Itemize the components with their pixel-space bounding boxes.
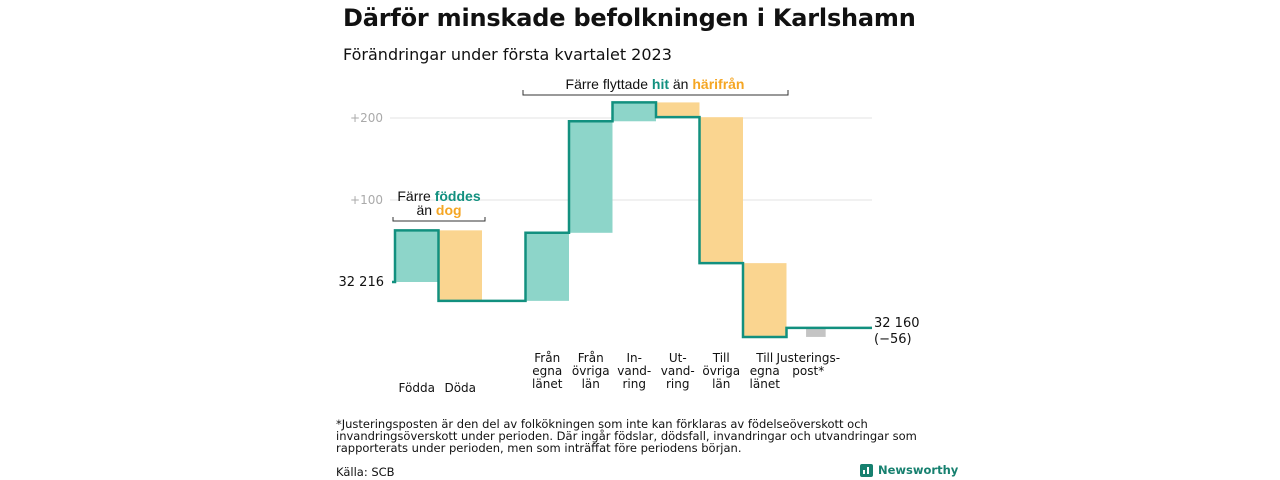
category-label: post* <box>792 364 824 378</box>
category-label: Till <box>755 351 773 365</box>
bar-tillövrigalän <box>699 117 743 264</box>
category-label: länet <box>750 377 781 391</box>
start-value-label: 32 216 <box>339 275 385 290</box>
annotation-births-line1: Färre föddes <box>397 188 480 204</box>
annotation-migration: Färre flyttade hit än härifrån <box>566 76 745 92</box>
bar-frånegnalänet <box>525 232 569 301</box>
end-value-label: 32 160 <box>874 316 920 331</box>
y-tick-label: +100 <box>350 193 383 207</box>
category-label: vand- <box>661 364 695 378</box>
footnote: *Justeringsposten är den del av folkökni… <box>336 417 917 455</box>
bar-frånövrigalän <box>569 121 613 233</box>
category-label: ring <box>623 377 647 391</box>
category-label: Ut- <box>669 351 687 365</box>
category-label: län <box>582 377 600 391</box>
chart-subtitle: Förändringar under första kvartalet 2023 <box>343 45 672 64</box>
category-label: Från <box>578 351 604 365</box>
category-label: Födda <box>399 381 435 395</box>
brand-logo: Newsworthy <box>860 463 958 477</box>
chart-title: Därför minskade befolkningen i Karlshamn <box>343 4 916 32</box>
bar-födda <box>395 230 439 282</box>
category-label: ring <box>666 377 690 391</box>
category-label: egna <box>750 364 780 378</box>
end-change-label: (−56) <box>874 332 912 347</box>
annotation-migration-bracket <box>522 90 789 96</box>
bar-utvandring <box>656 102 700 118</box>
bar-chart-icon <box>860 463 873 477</box>
annotation-births-bracket <box>392 217 486 222</box>
bar-tillegnalänet <box>743 263 787 337</box>
y-tick-label: +200 <box>350 111 383 125</box>
bar-invandring <box>612 102 656 122</box>
bar-döda <box>438 230 482 301</box>
category-label: övriga <box>572 364 610 378</box>
category-label: länet <box>532 377 563 391</box>
category-label: In- <box>627 351 642 365</box>
category-label: övriga <box>702 364 740 378</box>
annotation-births-line2: än dog <box>416 202 461 218</box>
category-label: län <box>712 377 730 391</box>
category-label: egna <box>532 364 562 378</box>
source: Källa: SCB <box>336 465 395 479</box>
category-label: vand- <box>617 364 651 378</box>
category-label: Justerings- <box>775 351 840 365</box>
category-label: Från <box>534 351 560 365</box>
category-label: Döda <box>444 381 476 395</box>
bar-justeringspost <box>806 327 826 337</box>
brand-name: Newsworthy <box>878 463 959 477</box>
running-total-line <box>392 101 872 339</box>
category-label: Till <box>712 351 730 365</box>
